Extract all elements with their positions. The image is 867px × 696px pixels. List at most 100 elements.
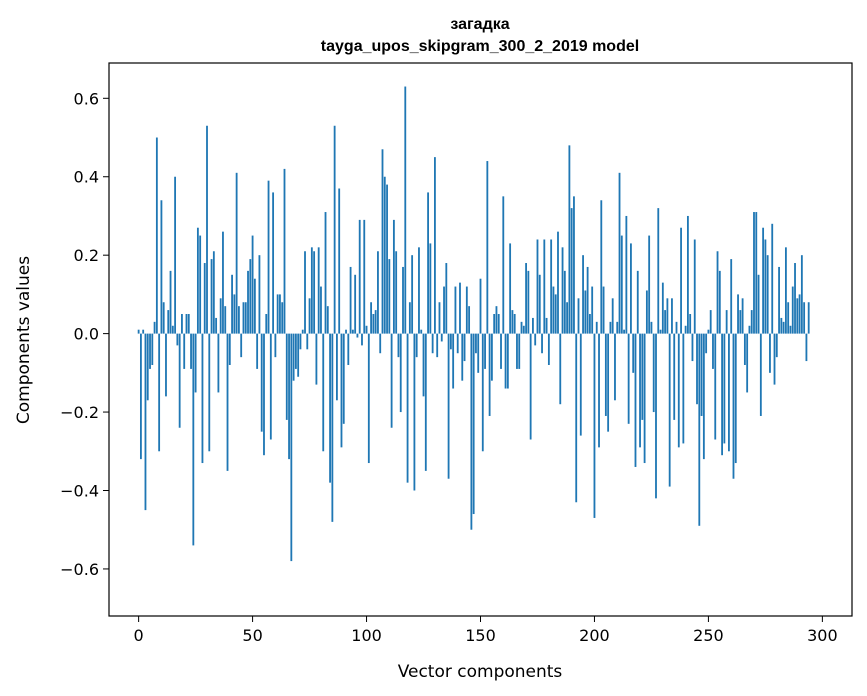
bar-62	[279, 294, 281, 334]
x-axis: 0 50 100 150 200 250 300	[134, 616, 838, 645]
y-tick-label: 0.4	[74, 168, 99, 187]
bar-98	[361, 333, 363, 346]
bar-240	[684, 325, 687, 334]
y-tick-label: −0.6	[60, 560, 99, 579]
bar-270	[753, 212, 755, 334]
bar-221	[641, 333, 644, 420]
bar-222	[643, 333, 646, 464]
bar-147	[472, 333, 475, 515]
bar-25	[194, 333, 197, 393]
bar-67	[290, 333, 293, 562]
bar-55	[263, 333, 265, 456]
bar-2	[142, 329, 145, 334]
x-tick-label: 0	[134, 626, 144, 645]
plot-frame	[108, 62, 853, 617]
bar-208	[611, 298, 614, 334]
bar-276	[766, 255, 769, 334]
bar-96	[356, 333, 359, 338]
bar-78	[315, 333, 318, 385]
y-axis-label: Components values	[14, 256, 34, 424]
bar-149	[477, 333, 480, 373]
bar-53	[258, 255, 261, 334]
bar-40	[228, 333, 231, 365]
bar-108	[383, 176, 386, 334]
bar-63	[281, 302, 284, 334]
x-tick-label: 300	[807, 626, 838, 645]
bar-87	[336, 333, 338, 401]
bar-288	[794, 263, 796, 334]
bar-185	[559, 333, 562, 405]
bar-15	[171, 325, 174, 334]
bar-39	[226, 333, 229, 471]
bar-205	[604, 333, 607, 416]
bar-167	[518, 333, 521, 369]
bar-241	[686, 215, 689, 334]
bar-51	[253, 278, 256, 334]
bar-182	[552, 286, 555, 334]
bar-13	[167, 310, 170, 334]
bar-291	[800, 255, 803, 334]
bar-172	[529, 333, 532, 440]
bar-140	[456, 333, 459, 354]
bar-274	[762, 227, 765, 334]
chart-subtitle: tayga_upos_skipgram_300_2_2019 model	[321, 38, 639, 55]
bar-64	[283, 168, 286, 334]
bar-230	[661, 282, 664, 334]
y-tick-label: 0.6	[74, 89, 99, 108]
bar-226	[652, 333, 655, 413]
bar-287	[791, 286, 794, 334]
bar-52	[256, 333, 259, 369]
bar-206	[607, 333, 610, 432]
bar-57	[267, 180, 270, 334]
bar-47	[244, 302, 247, 334]
bar-144	[465, 286, 468, 334]
bar-166	[516, 333, 518, 369]
bar-146	[470, 333, 473, 530]
bar-5	[149, 333, 151, 369]
y-tick-label: −0.2	[60, 403, 99, 422]
bar-148	[475, 333, 477, 354]
bar-280	[775, 333, 778, 358]
bar-216	[630, 243, 632, 334]
bar-45	[240, 333, 243, 358]
bar-170	[525, 263, 527, 334]
bar-191	[573, 196, 575, 334]
bar-22	[187, 314, 190, 334]
bar-282	[780, 317, 783, 334]
bar-20	[183, 333, 186, 369]
bar-293	[805, 333, 808, 362]
bar-290	[798, 294, 801, 334]
bar-105	[377, 251, 379, 334]
bar-219	[636, 270, 639, 334]
bar-112	[392, 219, 395, 334]
bar-124	[420, 329, 423, 334]
bar-70	[297, 333, 300, 377]
bar-32	[210, 259, 213, 334]
bar-58	[269, 333, 272, 440]
bar-86	[333, 125, 336, 334]
bar-174	[534, 333, 537, 346]
bar-188	[566, 302, 569, 334]
bar-134	[443, 286, 445, 334]
bar-65	[285, 333, 288, 420]
bar-46	[242, 302, 245, 334]
bar-173	[532, 317, 534, 334]
bar-211	[618, 172, 621, 334]
bar-284	[784, 247, 787, 334]
bar-132	[438, 302, 441, 334]
bar-271	[755, 212, 758, 334]
y-tick-label: 0.0	[74, 325, 99, 344]
bar-177	[541, 333, 543, 354]
bar-56	[265, 314, 268, 334]
bar-234	[671, 298, 673, 334]
bar-106	[379, 333, 382, 354]
bar-259	[728, 333, 730, 452]
bar-285	[787, 302, 790, 334]
bar-199	[591, 286, 594, 334]
bar-246	[698, 333, 701, 526]
bar-212	[620, 235, 623, 334]
bar-175	[536, 239, 539, 334]
bar-28	[201, 333, 204, 464]
bar-137	[449, 333, 452, 350]
bar-195	[582, 255, 584, 334]
